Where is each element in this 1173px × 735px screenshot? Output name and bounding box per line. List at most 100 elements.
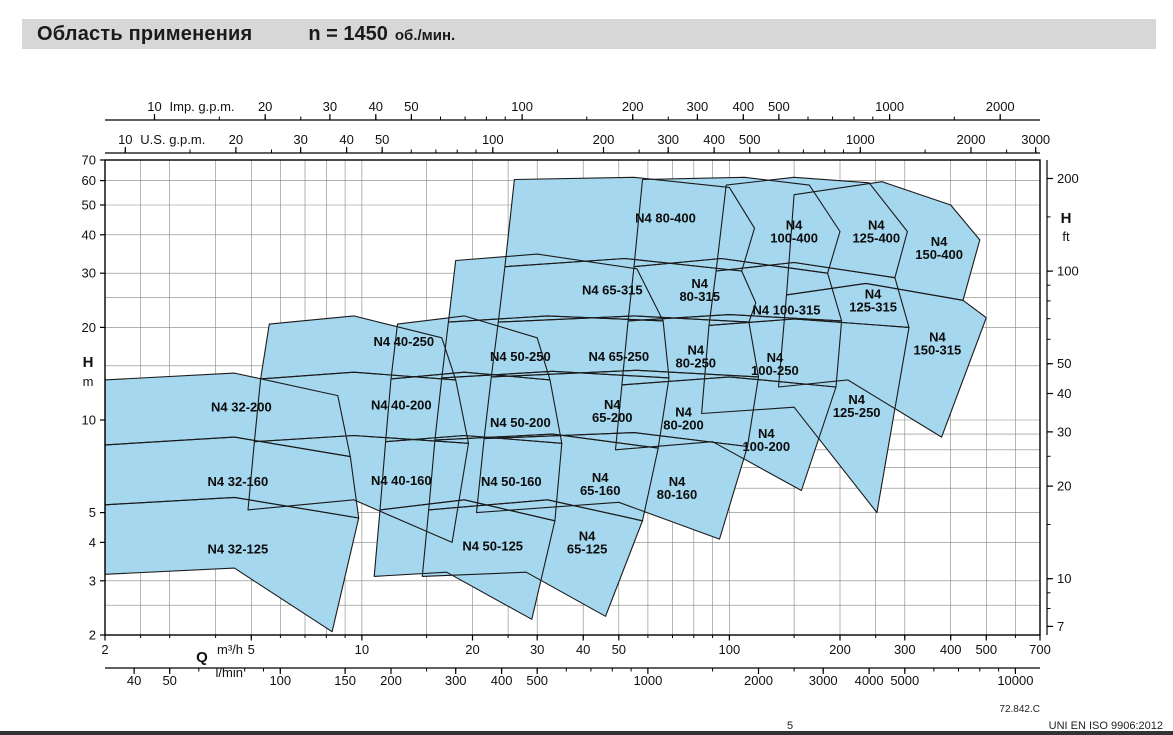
region-label: N4 32-125 bbox=[208, 542, 269, 557]
region-label: N4 40-250 bbox=[373, 334, 434, 349]
svg-text:30: 30 bbox=[323, 99, 337, 114]
region-label: N4 50-125 bbox=[462, 538, 523, 553]
svg-text:40: 40 bbox=[576, 642, 590, 657]
svg-text:40: 40 bbox=[127, 673, 141, 688]
svg-text:10000: 10000 bbox=[997, 673, 1033, 688]
svg-text:2000: 2000 bbox=[986, 99, 1015, 114]
svg-text:300: 300 bbox=[657, 132, 679, 147]
svg-text:3000: 3000 bbox=[1021, 132, 1050, 147]
svg-text:7: 7 bbox=[1057, 619, 1064, 634]
svg-text:3: 3 bbox=[89, 573, 96, 588]
region-label: N4 50-200 bbox=[490, 415, 551, 430]
pump-regions bbox=[105, 177, 987, 632]
svg-text:100: 100 bbox=[482, 132, 504, 147]
lmin-unit-label: l/min bbox=[216, 665, 243, 680]
region-label: N4 80-160 bbox=[657, 474, 697, 502]
svg-text:700: 700 bbox=[1029, 642, 1051, 657]
region-label: N4 80-400 bbox=[635, 211, 696, 226]
region-label: N4 32-200 bbox=[211, 400, 272, 415]
region-label: N4 125-315 bbox=[849, 286, 897, 314]
region-label: N4 40-200 bbox=[371, 397, 432, 412]
y-axis-title: H bbox=[83, 354, 94, 371]
svg-text:200: 200 bbox=[1057, 171, 1079, 186]
svg-text:70: 70 bbox=[82, 153, 96, 168]
svg-text:3000: 3000 bbox=[809, 673, 838, 688]
svg-text:4000: 4000 bbox=[855, 673, 884, 688]
svg-text:5: 5 bbox=[89, 505, 96, 520]
svg-text:100: 100 bbox=[719, 642, 741, 657]
axis-imp-gpm: 10 20 30 40 50 100 200 300 400 500 1000 2000 Imp. g.… bbox=[105, 99, 1040, 121]
region-label: N4 50-250 bbox=[490, 349, 551, 364]
svg-text:40: 40 bbox=[1057, 386, 1071, 401]
axis-h-ft: 200 100 50 40 30 20 10 7 Hft bbox=[1046, 160, 1079, 635]
svg-text:10: 10 bbox=[118, 132, 132, 147]
svg-text:500: 500 bbox=[739, 132, 761, 147]
svg-text:200: 200 bbox=[829, 642, 851, 657]
footer-divider bbox=[0, 731, 1173, 735]
svg-text:30: 30 bbox=[1057, 424, 1071, 439]
svg-text:500: 500 bbox=[768, 99, 790, 114]
svg-text:5: 5 bbox=[248, 642, 255, 657]
region-n4-80-160 bbox=[476, 432, 748, 540]
svg-text:30: 30 bbox=[82, 266, 96, 281]
svg-text:200: 200 bbox=[380, 673, 402, 688]
region-label: N4 65-315 bbox=[582, 282, 643, 297]
svg-text:10: 10 bbox=[82, 413, 96, 428]
svg-text:200: 200 bbox=[593, 132, 615, 147]
svg-text:50: 50 bbox=[404, 99, 418, 114]
region-label: N4 80-315 bbox=[679, 276, 719, 304]
region-label: N4 100-200 bbox=[742, 426, 790, 454]
region-label: N4 100-250 bbox=[751, 350, 799, 378]
svg-text:10: 10 bbox=[1057, 571, 1071, 586]
svg-text:1000: 1000 bbox=[633, 673, 662, 688]
title-speed-unit: об./мин. bbox=[394, 27, 456, 44]
svg-text:400: 400 bbox=[732, 99, 754, 114]
region-label: N4 150-315 bbox=[914, 330, 962, 358]
svg-text:1000: 1000 bbox=[846, 132, 875, 147]
svg-text:20: 20 bbox=[82, 320, 96, 335]
svg-text:10: 10 bbox=[147, 99, 161, 114]
svg-text:300: 300 bbox=[445, 673, 467, 688]
right-axis-unit: ft bbox=[1062, 229, 1070, 244]
svg-text:40: 40 bbox=[369, 99, 383, 114]
svg-text:60: 60 bbox=[82, 173, 96, 188]
svg-text:1000: 1000 bbox=[875, 99, 904, 114]
footer: 72.842.C 5 UNI EN ISO 9906:2012 bbox=[0, 704, 1173, 735]
svg-text:2: 2 bbox=[89, 628, 96, 643]
svg-text:500: 500 bbox=[526, 673, 548, 688]
axis-lmin: 40 50 100 150 200 300 400 500 1000 2000 3000 4000 50… bbox=[105, 665, 1040, 688]
region-label: N4 65-160 bbox=[580, 470, 620, 498]
svg-text:10: 10 bbox=[355, 642, 369, 657]
svg-text:2000: 2000 bbox=[744, 673, 773, 688]
svg-text:50: 50 bbox=[612, 642, 626, 657]
axis-us-gpm: 10 20 30 40 50 100 200 300 400 500 1000 2000 3000 U.S… bbox=[105, 132, 1050, 154]
svg-text:50: 50 bbox=[1057, 356, 1071, 371]
svg-text:50: 50 bbox=[375, 132, 389, 147]
svg-text:100: 100 bbox=[1057, 264, 1079, 279]
pump-region-labels: N4 32-125 N4 32-160 N4 32-200 N4 40-160 N4 4… bbox=[208, 211, 963, 557]
right-axis-title: H bbox=[1061, 210, 1072, 227]
svg-text:4: 4 bbox=[89, 535, 96, 550]
region-label: N4 65-200 bbox=[592, 397, 632, 425]
x-axis-title: Q bbox=[196, 649, 208, 666]
svg-text:50: 50 bbox=[162, 673, 176, 688]
svg-text:100: 100 bbox=[269, 673, 291, 688]
svg-text:40: 40 bbox=[339, 132, 353, 147]
region-label: N4 80-200 bbox=[663, 405, 703, 433]
region-label: N4 100-315 bbox=[753, 302, 821, 317]
m3h-unit-label: m³/h bbox=[217, 642, 243, 657]
drawing-reference: 72.842.C bbox=[999, 704, 1040, 715]
svg-text:30: 30 bbox=[530, 642, 544, 657]
region-label: N4 80-250 bbox=[676, 342, 716, 370]
svg-text:20: 20 bbox=[465, 642, 479, 657]
svg-text:400: 400 bbox=[703, 132, 725, 147]
plot-border bbox=[104, 159, 1041, 636]
svg-text:400: 400 bbox=[940, 642, 962, 657]
svg-text:300: 300 bbox=[687, 99, 709, 114]
page-title: Область применения bbox=[37, 23, 253, 45]
region-label: N4 100-400 bbox=[770, 218, 818, 246]
axis-m3h: 2 5 10 20 30 40 50 100 200 300 400 500 700 m³/h Q bbox=[101, 635, 1051, 666]
region-label: N4 150-400 bbox=[915, 234, 963, 262]
